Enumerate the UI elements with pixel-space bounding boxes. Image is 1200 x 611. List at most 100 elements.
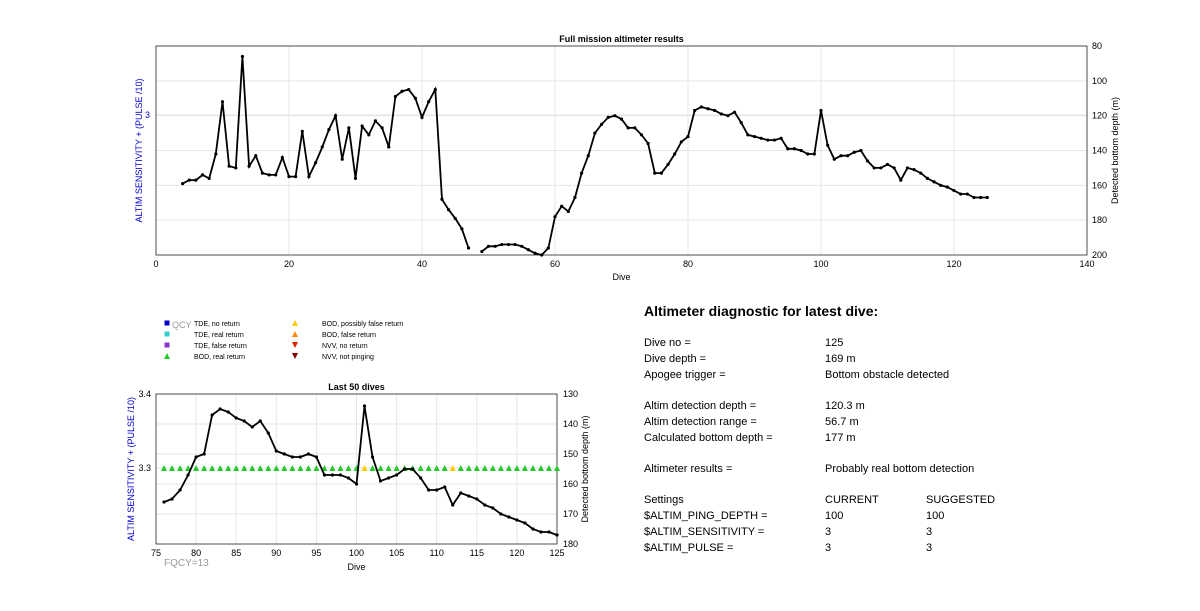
marker-bod <box>554 465 560 471</box>
legend-label: NVV, no return <box>322 343 368 350</box>
depth-point <box>925 176 930 180</box>
plot-frame <box>155 45 1088 256</box>
depth-point <box>606 115 610 120</box>
depth-point <box>333 114 338 118</box>
marker-bod <box>217 465 224 471</box>
y2-left-tick-label: 3.4 <box>138 389 151 399</box>
x2-tick-label: 125 <box>549 548 564 558</box>
legend-marker <box>292 353 298 359</box>
depth-point <box>779 136 783 140</box>
legend-marker <box>292 342 298 348</box>
depth-point <box>826 143 830 147</box>
depth-point <box>210 413 214 417</box>
marker-bod <box>281 465 288 471</box>
y2-right-tick-label: 130 <box>563 389 578 399</box>
x2-tick-label: 120 <box>509 548 524 558</box>
depth-point <box>859 148 863 153</box>
depth-point <box>879 166 883 170</box>
depth-point <box>327 128 331 132</box>
depth-point <box>553 215 557 219</box>
depth-point <box>266 431 270 435</box>
depth-point <box>586 154 590 158</box>
depth-point <box>306 452 310 456</box>
depth-point <box>367 133 371 137</box>
depth-point <box>247 164 251 168</box>
depth-point <box>322 473 327 477</box>
x2-tick-label: 100 <box>349 548 364 558</box>
depth-point <box>320 145 324 149</box>
depth-point <box>330 473 335 477</box>
depth-point <box>258 419 262 423</box>
setting-name: $ALTIM_SENSITIVITY = <box>644 526 765 538</box>
depth-point <box>440 197 444 201</box>
depth-point <box>626 126 630 130</box>
depth-point <box>523 521 527 525</box>
x-tick-label: 40 <box>417 259 427 269</box>
depth-point <box>267 173 271 177</box>
depth-point <box>732 110 737 114</box>
depth-point <box>427 100 431 104</box>
y2-right-tick-label: 180 <box>563 539 578 549</box>
depth-point <box>646 141 650 146</box>
depth-point <box>287 175 291 179</box>
depth-point <box>499 512 503 516</box>
depth-point <box>194 455 198 459</box>
depth-point <box>686 134 690 139</box>
depth-point <box>207 176 211 180</box>
y-right-tick-label: 100 <box>1092 76 1107 86</box>
depth-point <box>186 473 190 477</box>
diagnostic-panel: Altimeter diagnostic for latest dive: Di… <box>644 303 1164 556</box>
depth-point <box>892 166 896 170</box>
depth-point <box>411 467 415 471</box>
depth-point <box>772 138 777 142</box>
depth-point <box>759 136 763 140</box>
x-tick-label: 0 <box>153 259 158 269</box>
x2-tick-label: 105 <box>389 548 404 558</box>
depth-point <box>679 140 683 144</box>
marker-bod <box>385 465 392 471</box>
dive-depth-label: Dive depth = <box>644 353 707 365</box>
depth-point <box>435 488 439 492</box>
dive-no-value: 125 <box>825 337 844 349</box>
depth-point <box>919 171 923 175</box>
x2-tick-label: 110 <box>430 548 444 558</box>
depth-point <box>234 416 238 420</box>
depth-point <box>666 162 670 167</box>
depth-point <box>540 253 544 257</box>
depth-point <box>466 246 471 250</box>
marker-bod <box>545 465 552 471</box>
marker-bod <box>305 465 312 471</box>
depth-point <box>965 192 969 196</box>
depth-point <box>250 425 254 429</box>
depth-point <box>227 164 231 168</box>
depth-point <box>340 157 344 161</box>
depth-point <box>282 452 286 456</box>
y2-right-tick-label: 170 <box>563 509 578 519</box>
marker-bod <box>257 465 264 471</box>
marker-bod <box>201 465 208 471</box>
altim-range-value: 56.7 m <box>825 416 859 428</box>
depth-point <box>506 242 511 247</box>
legend-marker <box>164 320 170 326</box>
y-right-tick-label: 160 <box>1092 180 1107 190</box>
fqcy-label: FQCY=13 <box>164 558 209 569</box>
depth-point <box>819 108 823 113</box>
depth-point <box>187 178 191 182</box>
x-tick-label: 80 <box>683 259 693 269</box>
depth-point <box>298 455 302 459</box>
y2-right-axis-label: Detected bottom depth (m) <box>580 415 590 522</box>
depth-point <box>985 195 989 200</box>
x-tick-label: 20 <box>284 259 294 269</box>
depth-point <box>905 166 910 170</box>
depth-point <box>360 124 364 128</box>
x2-tick-label: 95 <box>311 548 321 558</box>
depth-point <box>427 488 431 492</box>
legend-label: BOD, false return <box>322 332 376 339</box>
depth-point <box>480 249 484 254</box>
depth-point <box>520 244 524 248</box>
legend-label: TDE, no return <box>194 321 240 328</box>
depth-point <box>959 192 963 196</box>
setting-name: $ALTIM_PULSE = <box>644 542 734 554</box>
depth-point <box>254 154 258 158</box>
